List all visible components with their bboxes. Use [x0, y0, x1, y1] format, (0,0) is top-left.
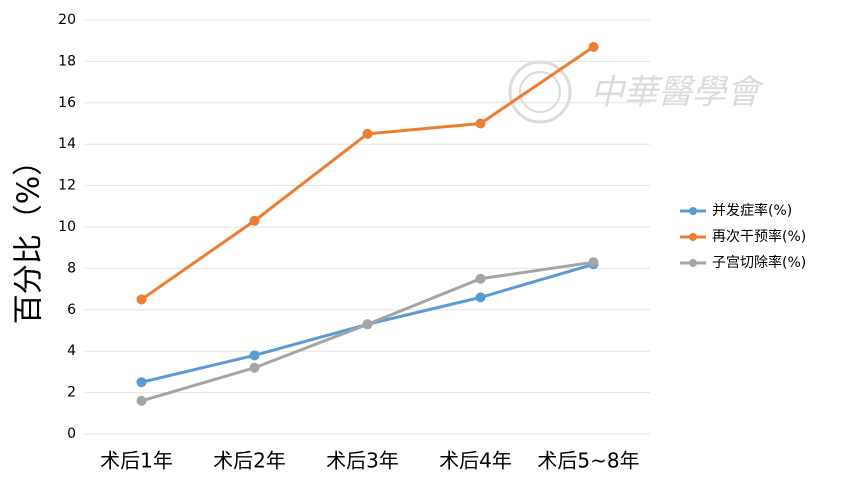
y-tick-label: 16 — [58, 95, 76, 111]
data-point — [475, 273, 486, 284]
watermark-text: 中華醫學會 — [590, 73, 765, 113]
legend-marker — [689, 233, 697, 241]
x-tick-label: 术后2年 — [213, 449, 286, 473]
y-tick-label: 4 — [67, 343, 76, 359]
y-axis-title: 百分比（%） — [12, 146, 47, 325]
data-point — [249, 215, 260, 226]
data-point — [475, 292, 486, 303]
watermark-emblem — [508, 60, 572, 124]
y-tick-label: 2 — [67, 385, 76, 401]
legend-label: 并发症率(%) — [712, 202, 792, 219]
legend-marker — [689, 259, 697, 267]
y-tick-label: 10 — [58, 219, 76, 235]
y-tick-label: 18 — [58, 53, 76, 69]
watermark: 中華醫學會 — [508, 60, 765, 124]
legend-marker — [689, 207, 697, 215]
y-tick-label: 6 — [67, 302, 76, 318]
data-point — [249, 350, 260, 361]
x-tick-label: 术后3年 — [326, 449, 399, 473]
watermark-emblem-inner — [519, 71, 561, 113]
y-tick-label: 8 — [67, 260, 76, 276]
data-point — [588, 41, 599, 52]
data-point — [249, 362, 260, 373]
data-point — [136, 377, 147, 388]
x-tick-label: 术后4年 — [439, 449, 512, 473]
legend-label: 子宫切除率(%) — [712, 254, 806, 271]
data-point — [136, 395, 147, 406]
legend-label: 再次干预率(%) — [712, 228, 806, 245]
x-tick-label: 术后1年 — [100, 449, 173, 473]
y-tick-label: 20 — [58, 12, 76, 28]
x-tick-label: 术后5~8年 — [537, 449, 639, 473]
y-tick-label: 14 — [58, 136, 76, 152]
data-point — [475, 118, 486, 129]
data-point — [362, 319, 373, 330]
data-point — [362, 128, 373, 139]
y-tick-label: 0 — [67, 426, 76, 442]
data-point — [136, 294, 147, 305]
data-point — [588, 257, 599, 268]
series-line — [140, 45, 595, 301]
y-tick-label: 12 — [58, 178, 76, 194]
